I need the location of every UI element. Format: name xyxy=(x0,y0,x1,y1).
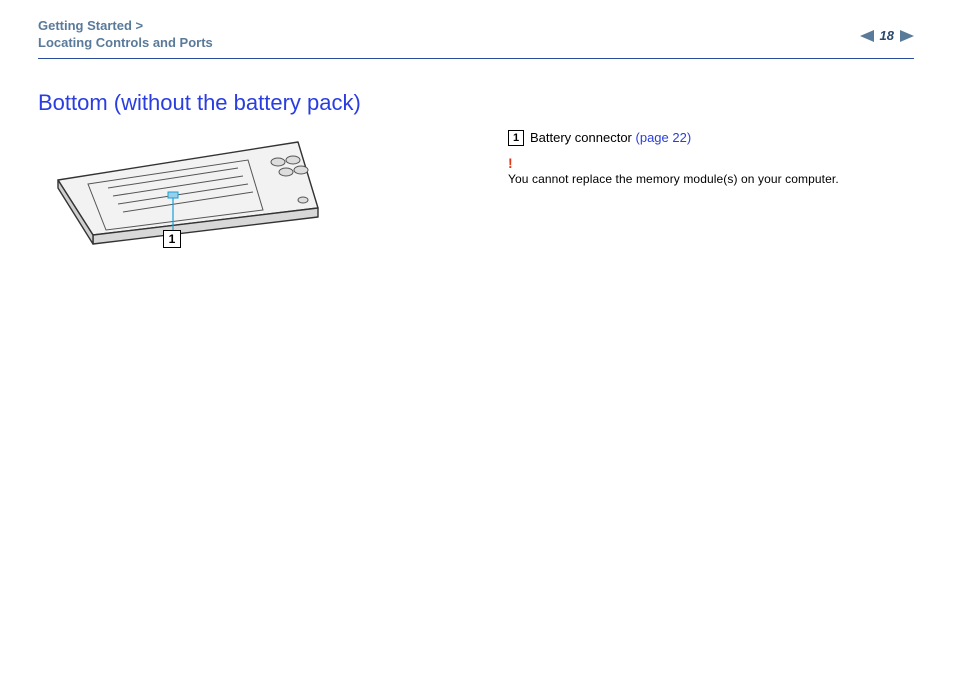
section-title: Bottom (without the battery pack) xyxy=(38,90,914,116)
page-number: 18 xyxy=(880,28,894,43)
description-column: 1 Battery connector (page 22) ! You cann… xyxy=(488,130,914,310)
next-page-arrow-icon[interactable] xyxy=(900,30,914,42)
page-reference-link[interactable]: (page 22) xyxy=(636,130,692,145)
warning-icon: ! xyxy=(508,156,914,170)
callout-number-box: 1 xyxy=(508,130,524,146)
warning-block: ! You cannot replace the memory module(s… xyxy=(508,156,914,186)
breadcrumb-parent: Getting Started > xyxy=(38,18,914,33)
callout-item-1: 1 Battery connector (page 22) xyxy=(508,130,914,146)
breadcrumb-current: Locating Controls and Ports xyxy=(38,35,914,50)
diagram-callout-1: 1 xyxy=(163,230,181,248)
page-navigation: 18 xyxy=(860,28,914,43)
prev-page-arrow-icon[interactable] xyxy=(860,30,874,42)
header-divider xyxy=(38,58,914,59)
laptop-bottom-diagram: 1 xyxy=(38,130,458,310)
callout-label: Battery connector xyxy=(530,130,632,145)
diagram-column: 1 xyxy=(38,130,488,310)
warning-text: You cannot replace the memory module(s) … xyxy=(508,172,914,186)
